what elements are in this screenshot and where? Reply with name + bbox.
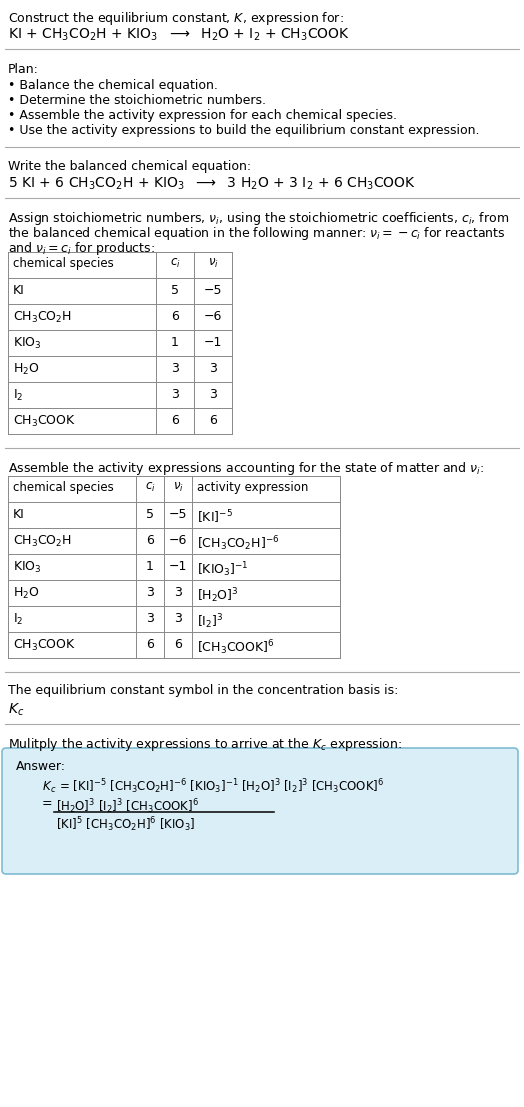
Text: KI + CH$_3$CO$_2$H + KIO$_3$  $\longrightarrow$  H$_2$O + I$_2$ + CH$_3$COOK: KI + CH$_3$CO$_2$H + KIO$_3$ $\longright… (8, 27, 350, 43)
Text: Write the balanced chemical equation:: Write the balanced chemical equation: (8, 161, 251, 173)
Text: • Determine the stoichiometric numbers.: • Determine the stoichiometric numbers. (8, 94, 266, 107)
Text: • Assemble the activity expression for each chemical species.: • Assemble the activity expression for e… (8, 108, 397, 122)
Text: 6: 6 (146, 638, 154, 651)
Text: −5: −5 (204, 284, 222, 297)
Text: 5: 5 (146, 508, 154, 521)
Text: 6: 6 (174, 638, 182, 651)
Text: −6: −6 (169, 534, 187, 547)
Text: • Use the activity expressions to build the equilibrium constant expression.: • Use the activity expressions to build … (8, 124, 479, 137)
Text: 3: 3 (209, 362, 217, 375)
FancyBboxPatch shape (2, 748, 518, 875)
Text: =: = (42, 797, 52, 810)
Text: KIO$_3$: KIO$_3$ (13, 560, 42, 576)
Text: 1: 1 (146, 560, 154, 573)
Text: 3: 3 (146, 612, 154, 625)
Text: $c_i$: $c_i$ (145, 482, 155, 494)
Text: • Balance the chemical equation.: • Balance the chemical equation. (8, 79, 218, 92)
Text: 1: 1 (171, 337, 179, 349)
Text: 5: 5 (171, 284, 179, 297)
Text: 3: 3 (209, 387, 217, 401)
Text: activity expression: activity expression (197, 482, 309, 494)
Text: [I$_2$]$^3$: [I$_2$]$^3$ (197, 612, 223, 631)
Text: [KIO$_3$]$^{-1}$: [KIO$_3$]$^{-1}$ (197, 560, 249, 579)
Text: 3: 3 (171, 387, 179, 401)
Text: Assemble the activity expressions accounting for the state of matter and $\nu_i$: Assemble the activity expressions accoun… (8, 461, 484, 477)
Text: [H$_2$O]$^3$: [H$_2$O]$^3$ (197, 586, 238, 604)
Text: Construct the equilibrium constant, $K$, expression for:: Construct the equilibrium constant, $K$,… (8, 10, 344, 27)
Text: KI: KI (13, 508, 25, 521)
Text: [CH$_3$CO$_2$H]$^{-6}$: [CH$_3$CO$_2$H]$^{-6}$ (197, 534, 279, 552)
Text: −5: −5 (169, 508, 187, 521)
Text: 3: 3 (174, 586, 182, 599)
Text: [KI]$^5$ [CH$_3$CO$_2$H]$^6$ [KIO$_3$]: [KI]$^5$ [CH$_3$CO$_2$H]$^6$ [KIO$_3$] (56, 815, 195, 834)
Text: CH$_3$CO$_2$H: CH$_3$CO$_2$H (13, 534, 72, 549)
Text: 6: 6 (146, 534, 154, 547)
Text: 6: 6 (171, 310, 179, 323)
Text: −1: −1 (169, 560, 187, 573)
Text: 6: 6 (209, 414, 217, 427)
Text: Answer:: Answer: (16, 761, 66, 773)
Text: 3: 3 (146, 586, 154, 599)
Text: $\nu_i$: $\nu_i$ (208, 257, 219, 270)
Text: [CH$_3$COOK]$^6$: [CH$_3$COOK]$^6$ (197, 638, 275, 656)
Text: −6: −6 (204, 310, 222, 323)
Text: $K_c$: $K_c$ (8, 702, 24, 718)
Text: 3: 3 (171, 362, 179, 375)
Text: $\nu_i$: $\nu_i$ (172, 482, 183, 494)
Text: 5 KI + 6 CH$_3$CO$_2$H + KIO$_3$  $\longrightarrow$  3 H$_2$O + 3 I$_2$ + 6 CH$_: 5 KI + 6 CH$_3$CO$_2$H + KIO$_3$ $\longr… (8, 176, 416, 193)
Text: I$_2$: I$_2$ (13, 387, 24, 403)
Text: [H$_2$O]$^3$ [I$_2$]$^3$ [CH$_3$COOK]$^6$: [H$_2$O]$^3$ [I$_2$]$^3$ [CH$_3$COOK]$^6… (56, 797, 199, 816)
Text: Mulitply the activity expressions to arrive at the $K_c$ expression:: Mulitply the activity expressions to arr… (8, 736, 402, 753)
Text: $K_c$ = [KI]$^{-5}$ [CH$_3$CO$_2$H]$^{-6}$ [KIO$_3$]$^{-1}$ [H$_2$O]$^3$ [I$_2$]: $K_c$ = [KI]$^{-5}$ [CH$_3$CO$_2$H]$^{-6… (28, 777, 385, 796)
Text: chemical species: chemical species (13, 482, 114, 494)
Text: $c_i$: $c_i$ (170, 257, 180, 270)
Text: [KI]$^{-5}$: [KI]$^{-5}$ (197, 508, 233, 526)
Text: 3: 3 (174, 612, 182, 625)
Text: −1: −1 (204, 337, 222, 349)
Text: The equilibrium constant symbol in the concentration basis is:: The equilibrium constant symbol in the c… (8, 684, 398, 697)
Text: KI: KI (13, 284, 25, 297)
Text: Assign stoichiometric numbers, $\nu_i$, using the stoichiometric coefficients, $: Assign stoichiometric numbers, $\nu_i$, … (8, 210, 509, 227)
Text: H$_2$O: H$_2$O (13, 362, 40, 377)
Text: the balanced chemical equation in the following manner: $\nu_i = -c_i$ for react: the balanced chemical equation in the fo… (8, 225, 506, 242)
Text: I$_2$: I$_2$ (13, 612, 24, 627)
Text: CH$_3$CO$_2$H: CH$_3$CO$_2$H (13, 310, 72, 325)
Text: Plan:: Plan: (8, 63, 39, 76)
Text: chemical species: chemical species (13, 257, 114, 270)
Text: 6: 6 (171, 414, 179, 427)
Text: and $\nu_i = c_i$ for products:: and $\nu_i = c_i$ for products: (8, 240, 155, 257)
Text: H$_2$O: H$_2$O (13, 586, 40, 601)
Text: CH$_3$COOK: CH$_3$COOK (13, 414, 76, 430)
Text: CH$_3$COOK: CH$_3$COOK (13, 638, 76, 653)
Text: KIO$_3$: KIO$_3$ (13, 337, 42, 351)
